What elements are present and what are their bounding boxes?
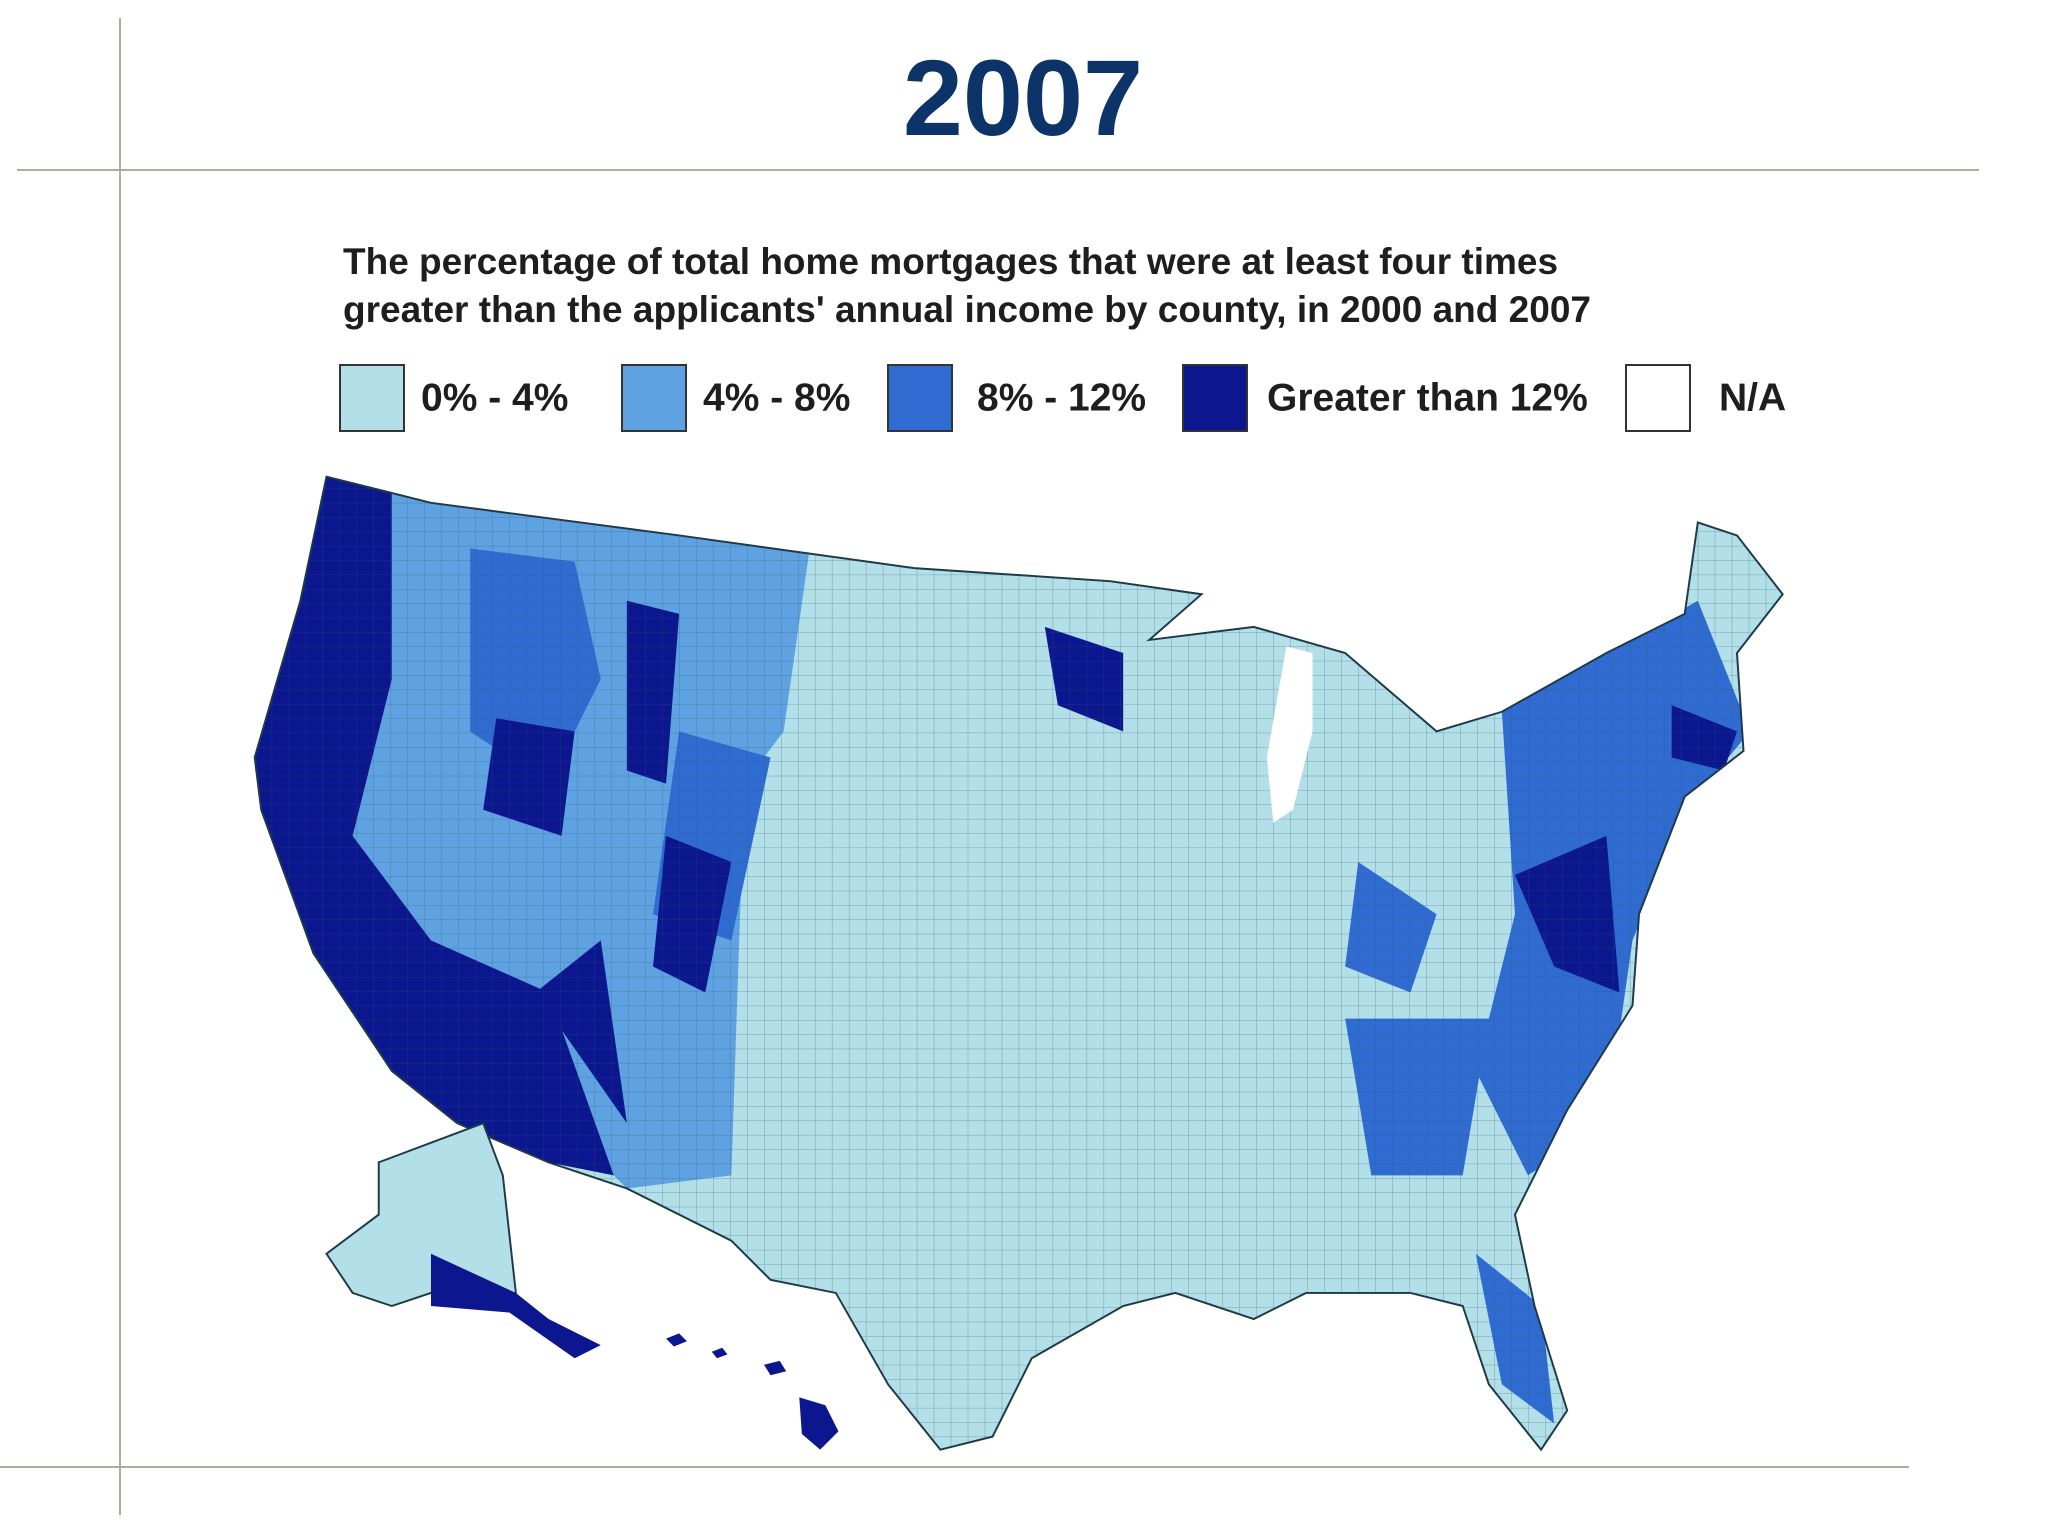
alaska <box>325 1121 517 1308</box>
legend-swatch <box>1625 364 1691 432</box>
legend-swatch <box>887 364 953 432</box>
legend-swatch <box>339 364 405 432</box>
legend: 0% - 4% 4% - 8% 8% - 12% Greater than 12% N/… <box>339 364 1786 432</box>
map <box>253 475 1784 1451</box>
hawaii <box>666 1333 839 1450</box>
map-regions <box>254 476 1783 1450</box>
legend-label: Greater than 12% <box>1267 376 1588 419</box>
map-title-line: The percentage of total home mortgages t… <box>343 241 1558 282</box>
map-title-line: greater than the applicants' annual inco… <box>343 289 1591 330</box>
lake-michigan <box>1266 646 1313 823</box>
alaska-south <box>430 1253 601 1359</box>
slide-title: 2007 <box>903 37 1143 158</box>
county-grid <box>254 476 1783 1450</box>
legend-swatch <box>621 364 687 432</box>
legend-swatch <box>1182 364 1248 432</box>
legend-label: 4% - 8% <box>703 376 850 419</box>
legend-label: N/A <box>1719 376 1786 419</box>
legend-label: 0% - 4% <box>421 376 568 419</box>
legend-label: 8% - 12% <box>977 376 1146 419</box>
